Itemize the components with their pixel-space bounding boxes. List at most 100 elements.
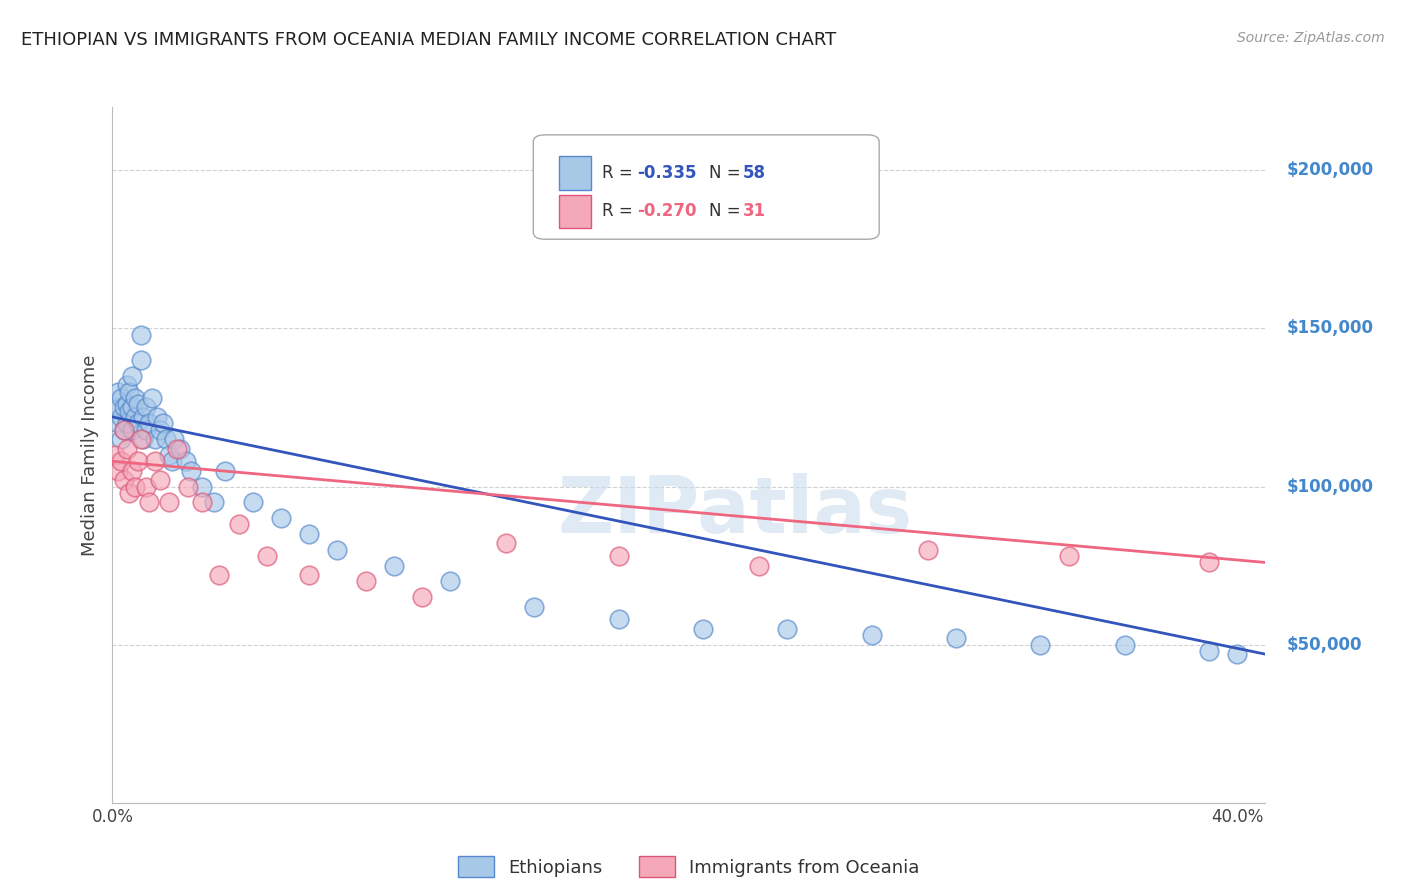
Point — [124, 409, 146, 424]
Legend: Ethiopians, Immigrants from Oceania: Ethiopians, Immigrants from Oceania — [451, 849, 927, 884]
Point — [169, 442, 191, 456]
Text: R =: R = — [603, 202, 638, 220]
Point — [166, 442, 188, 456]
Text: R =: R = — [603, 164, 638, 182]
Point — [1198, 644, 1220, 658]
Text: Source: ZipAtlas.com: Source: ZipAtlas.com — [1237, 31, 1385, 45]
Point — [135, 401, 157, 415]
Point — [129, 432, 152, 446]
Text: N =: N = — [709, 164, 745, 182]
Text: $200,000: $200,000 — [1286, 161, 1374, 179]
Point — [118, 384, 141, 399]
Y-axis label: Median Family Income: Median Family Income — [80, 354, 98, 556]
Point — [132, 432, 155, 446]
Text: N =: N = — [709, 202, 745, 220]
Point — [191, 495, 214, 509]
Point — [135, 423, 157, 437]
Text: -0.270: -0.270 — [637, 202, 696, 220]
Point — [110, 432, 132, 446]
Point — [121, 368, 143, 383]
Point — [121, 423, 143, 437]
Point — [354, 574, 377, 589]
Point — [112, 423, 135, 437]
Point — [141, 391, 163, 405]
Text: $150,000: $150,000 — [1286, 319, 1374, 337]
Point — [115, 397, 138, 411]
Point — [298, 527, 321, 541]
Point — [121, 464, 143, 478]
Point — [256, 549, 278, 563]
Point — [138, 495, 160, 509]
Point — [157, 448, 180, 462]
Point — [270, 511, 292, 525]
Point — [118, 403, 141, 417]
Point — [143, 432, 166, 446]
FancyBboxPatch shape — [533, 135, 879, 239]
Point — [1057, 549, 1080, 563]
Point — [214, 464, 236, 478]
Point — [112, 423, 135, 437]
Point — [152, 417, 174, 431]
Point — [110, 391, 132, 405]
Point — [107, 384, 129, 399]
Point — [1114, 638, 1136, 652]
Point — [107, 464, 129, 478]
Point — [149, 473, 172, 487]
Point — [143, 454, 166, 468]
Point — [523, 599, 546, 614]
Point — [124, 391, 146, 405]
Text: ZIPatlas: ZIPatlas — [558, 473, 912, 549]
Point — [115, 417, 138, 431]
Point — [242, 495, 264, 509]
Point — [163, 432, 186, 446]
Point — [607, 549, 630, 563]
Text: -0.335: -0.335 — [637, 164, 696, 182]
Point — [127, 397, 149, 411]
Point — [149, 423, 172, 437]
Point — [135, 479, 157, 493]
FancyBboxPatch shape — [558, 156, 591, 190]
Point — [1198, 556, 1220, 570]
Point — [607, 612, 630, 626]
Point — [115, 442, 138, 456]
Point — [748, 558, 770, 573]
Point — [112, 401, 135, 415]
Text: 58: 58 — [744, 164, 766, 182]
Point — [917, 542, 939, 557]
Point — [191, 479, 214, 493]
Point — [132, 409, 155, 424]
Point — [202, 495, 225, 509]
Point — [127, 454, 149, 468]
Point — [228, 517, 250, 532]
Text: ETHIOPIAN VS IMMIGRANTS FROM OCEANIA MEDIAN FAMILY INCOME CORRELATION CHART: ETHIOPIAN VS IMMIGRANTS FROM OCEANIA MED… — [21, 31, 837, 49]
Point — [177, 479, 200, 493]
FancyBboxPatch shape — [558, 194, 591, 228]
Point — [298, 568, 321, 582]
Point — [155, 432, 177, 446]
Point — [146, 409, 169, 424]
Point — [118, 486, 141, 500]
Point — [174, 454, 197, 468]
Point — [129, 353, 152, 368]
Point — [180, 464, 202, 478]
Point — [110, 454, 132, 468]
Point — [110, 409, 132, 424]
Point — [382, 558, 405, 573]
Point — [129, 327, 152, 342]
Point — [104, 401, 127, 415]
Point — [121, 401, 143, 415]
Point — [208, 568, 231, 582]
Point — [124, 479, 146, 493]
Point — [1029, 638, 1052, 652]
Point — [127, 417, 149, 431]
Point — [112, 473, 135, 487]
Point — [692, 622, 714, 636]
Point — [104, 448, 127, 462]
Point — [107, 417, 129, 431]
Point — [160, 454, 183, 468]
Point — [157, 495, 180, 509]
Text: 31: 31 — [744, 202, 766, 220]
Point — [860, 628, 883, 642]
Point — [776, 622, 799, 636]
Point — [138, 417, 160, 431]
